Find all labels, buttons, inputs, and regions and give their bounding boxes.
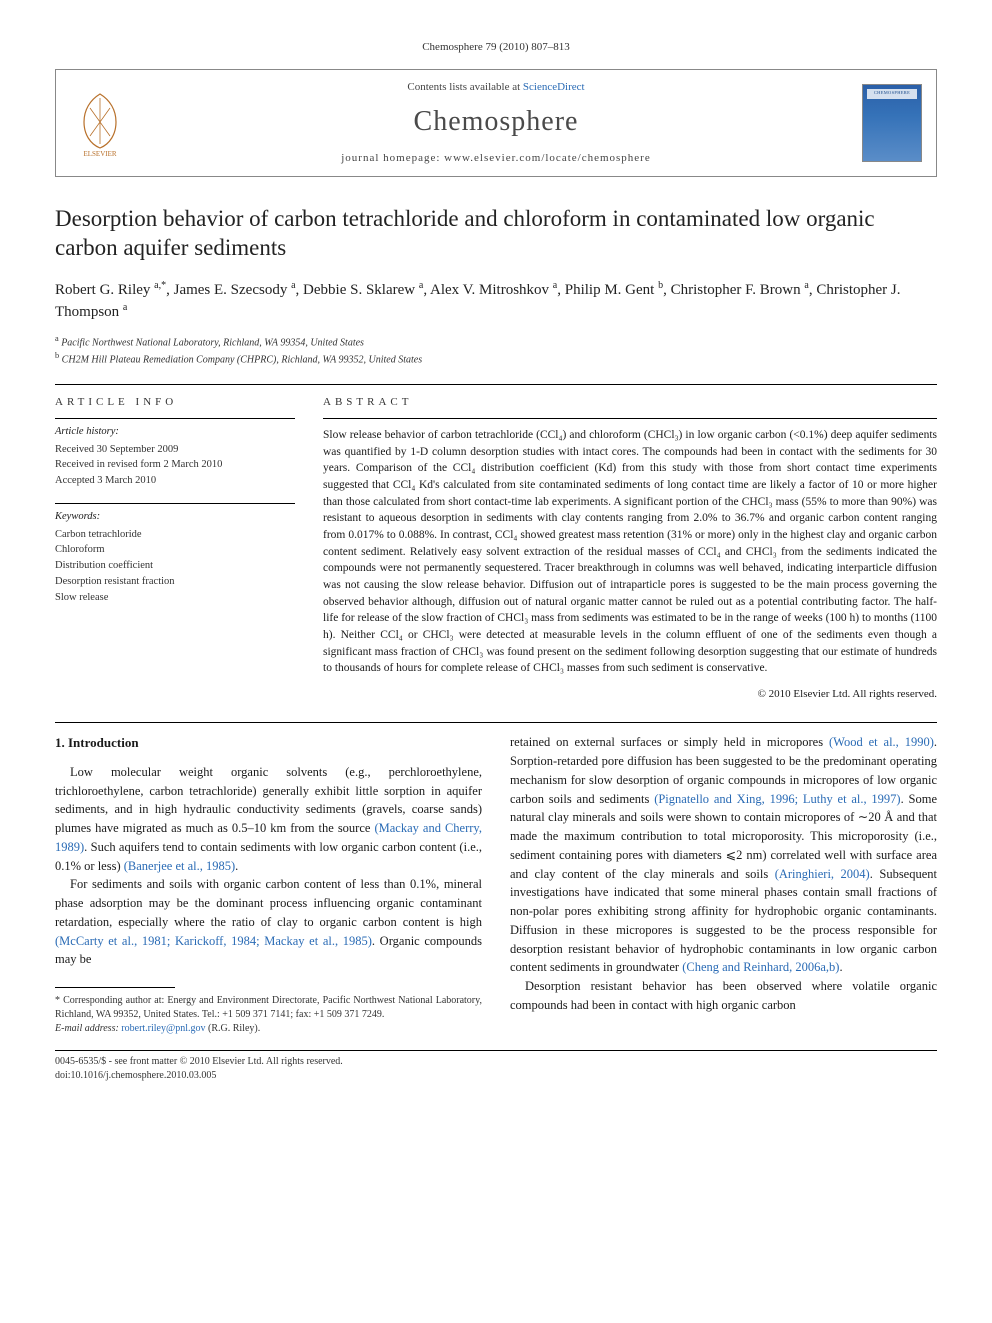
contents-available-line: Contents lists available at ScienceDirec… [144, 80, 848, 95]
body-text: . Such aquifers tend to contain sediment… [55, 840, 482, 873]
history-line: Received in revised form 2 March 2010 [55, 457, 295, 473]
section-heading-introduction: 1. Introduction [55, 733, 482, 753]
sciencedirect-link[interactable]: ScienceDirect [523, 81, 585, 93]
keyword: Carbon tetrachloride [55, 527, 295, 543]
body-paragraph: Low molecular weight organic solvents (e… [55, 763, 482, 876]
author-email-link[interactable]: robert.riley@pnl.gov [121, 1023, 205, 1034]
keyword: Slow release [55, 590, 295, 606]
article-footer: 0045-6535/$ - see front matter © 2010 El… [55, 1050, 937, 1083]
journal-name: Chemosphere [144, 102, 848, 141]
article-title: Desorption behavior of carbon tetrachlor… [55, 205, 937, 263]
body-text: Desorption resistant behavior has been o… [510, 979, 937, 1012]
contents-prefix: Contents lists available at [407, 81, 522, 93]
body-paragraph: Desorption resistant behavior has been o… [510, 977, 937, 1015]
homepage-prefix: journal homepage: [341, 152, 444, 164]
article-history-block: Article history: Received 30 September 2… [55, 418, 295, 489]
divider [55, 722, 937, 723]
email-label: E-mail address: [55, 1023, 121, 1034]
citation-link[interactable]: (Cheng and Reinhard, 2006a,b) [682, 960, 839, 974]
journal-homepage-line: journal homepage: www.elsevier.com/locat… [144, 151, 848, 166]
citation-link[interactable]: (Aringhieri, 2004) [775, 867, 870, 881]
author-list: Robert G. Riley a,*, James E. Szecsody a… [55, 279, 937, 323]
body-text: . [839, 960, 842, 974]
citation-link[interactable]: (Pignatello and Xing, 1996; Luthy et al.… [654, 792, 900, 806]
history-line: Received 30 September 2009 [55, 442, 295, 458]
homepage-url[interactable]: www.elsevier.com/locate/chemosphere [444, 152, 651, 164]
body-text: . [235, 859, 238, 873]
history-header: Article history: [55, 425, 295, 440]
affiliations: a Pacific Northwest National Laboratory,… [55, 333, 937, 368]
footnotes: * Corresponding author at: Energy and En… [55, 994, 482, 1036]
email-line: E-mail address: robert.riley@pnl.gov (R.… [55, 1022, 482, 1036]
divider [55, 384, 937, 385]
doi-line: doi:10.1016/j.chemosphere.2010.03.005 [55, 1069, 937, 1083]
abstract-text: Slow release behavior of carbon tetrachl… [323, 418, 937, 677]
front-matter-line: 0045-6535/$ - see front matter © 2010 El… [55, 1055, 937, 1069]
copyright-line: © 2010 Elsevier Ltd. All rights reserved… [323, 687, 937, 702]
body-paragraph: For sediments and soils with organic car… [55, 875, 482, 969]
history-line: Accepted 3 March 2010 [55, 473, 295, 489]
keyword: Chloroform [55, 542, 295, 558]
citation-link[interactable]: (Banerjee et al., 1985) [124, 859, 235, 873]
article-body: 1. Introduction Low molecular weight org… [55, 733, 937, 1036]
article-info-label: ARTICLE INFO [55, 395, 295, 410]
keyword: Desorption resistant fraction [55, 574, 295, 590]
email-author: (R.G. Riley). [206, 1023, 261, 1034]
footnote-separator [55, 987, 175, 988]
citation-link[interactable]: (McCarty et al., 1981; Karickoff, 1984; … [55, 934, 372, 948]
body-paragraph: retained on external surfaces or simply … [510, 733, 937, 977]
abstract-label: ABSTRACT [323, 395, 937, 410]
keywords-block: Keywords: Carbon tetrachloride Chlorofor… [55, 503, 295, 605]
body-text: retained on external surfaces or simply … [510, 735, 829, 749]
journal-reference: Chemosphere 79 (2010) 807–813 [55, 40, 937, 55]
journal-header-box: ELSEVIER Contents lists available at Sci… [55, 69, 937, 177]
publisher-name: ELSEVIER [83, 150, 116, 158]
journal-cover-thumbnail [862, 84, 922, 162]
elsevier-logo: ELSEVIER [70, 88, 130, 158]
body-text: For sediments and soils with organic car… [55, 877, 482, 929]
corresponding-author-note: * Corresponding author at: Energy and En… [55, 994, 482, 1022]
keyword: Distribution coefficient [55, 558, 295, 574]
keywords-header: Keywords: [55, 510, 295, 525]
body-text: . Subsequent investigations have indicat… [510, 867, 937, 975]
citation-link[interactable]: (Wood et al., 1990) [829, 735, 934, 749]
